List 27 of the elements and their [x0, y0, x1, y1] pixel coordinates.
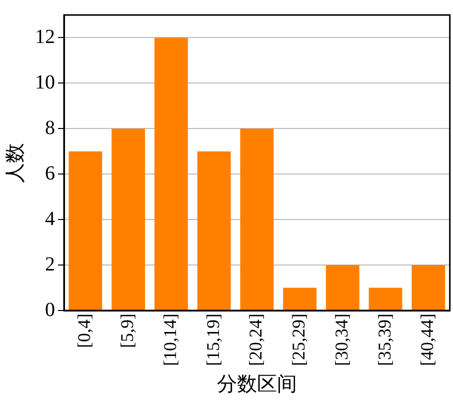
x-axis-title: 分数区间 [216, 373, 297, 396]
y-tick-label: 10 [35, 71, 55, 94]
x-tick-label: [35,39] [374, 314, 394, 366]
y-tick-label: 0 [45, 298, 55, 321]
bar [412, 265, 446, 310]
x-tick-label: [0,4] [74, 314, 94, 348]
x-tick-label: [20,24] [246, 314, 266, 366]
y-tick-label: 6 [45, 162, 55, 184]
bar [112, 128, 146, 310]
bar [197, 151, 231, 310]
bar [368, 288, 402, 310]
x-tick-label: [15,19] [202, 314, 223, 366]
x-tick-label: [25,29] [288, 314, 309, 366]
x-tick-label: [40,44] [417, 314, 438, 366]
x-tick-label: [5,9] [117, 314, 138, 348]
bar [154, 38, 188, 310]
y-tick-label: 12 [35, 26, 55, 48]
bar [326, 265, 360, 310]
y-tick-label: 8 [45, 116, 55, 139]
y-tick-label: 2 [45, 253, 55, 276]
bar [283, 288, 317, 310]
bar [68, 151, 102, 310]
x-tick-label: [30,34] [331, 314, 352, 366]
bar [240, 128, 274, 310]
y-tick-label: 4 [45, 208, 55, 230]
x-tick-label: [10,14] [160, 314, 180, 366]
y-axis-title: 人数 [4, 142, 26, 183]
